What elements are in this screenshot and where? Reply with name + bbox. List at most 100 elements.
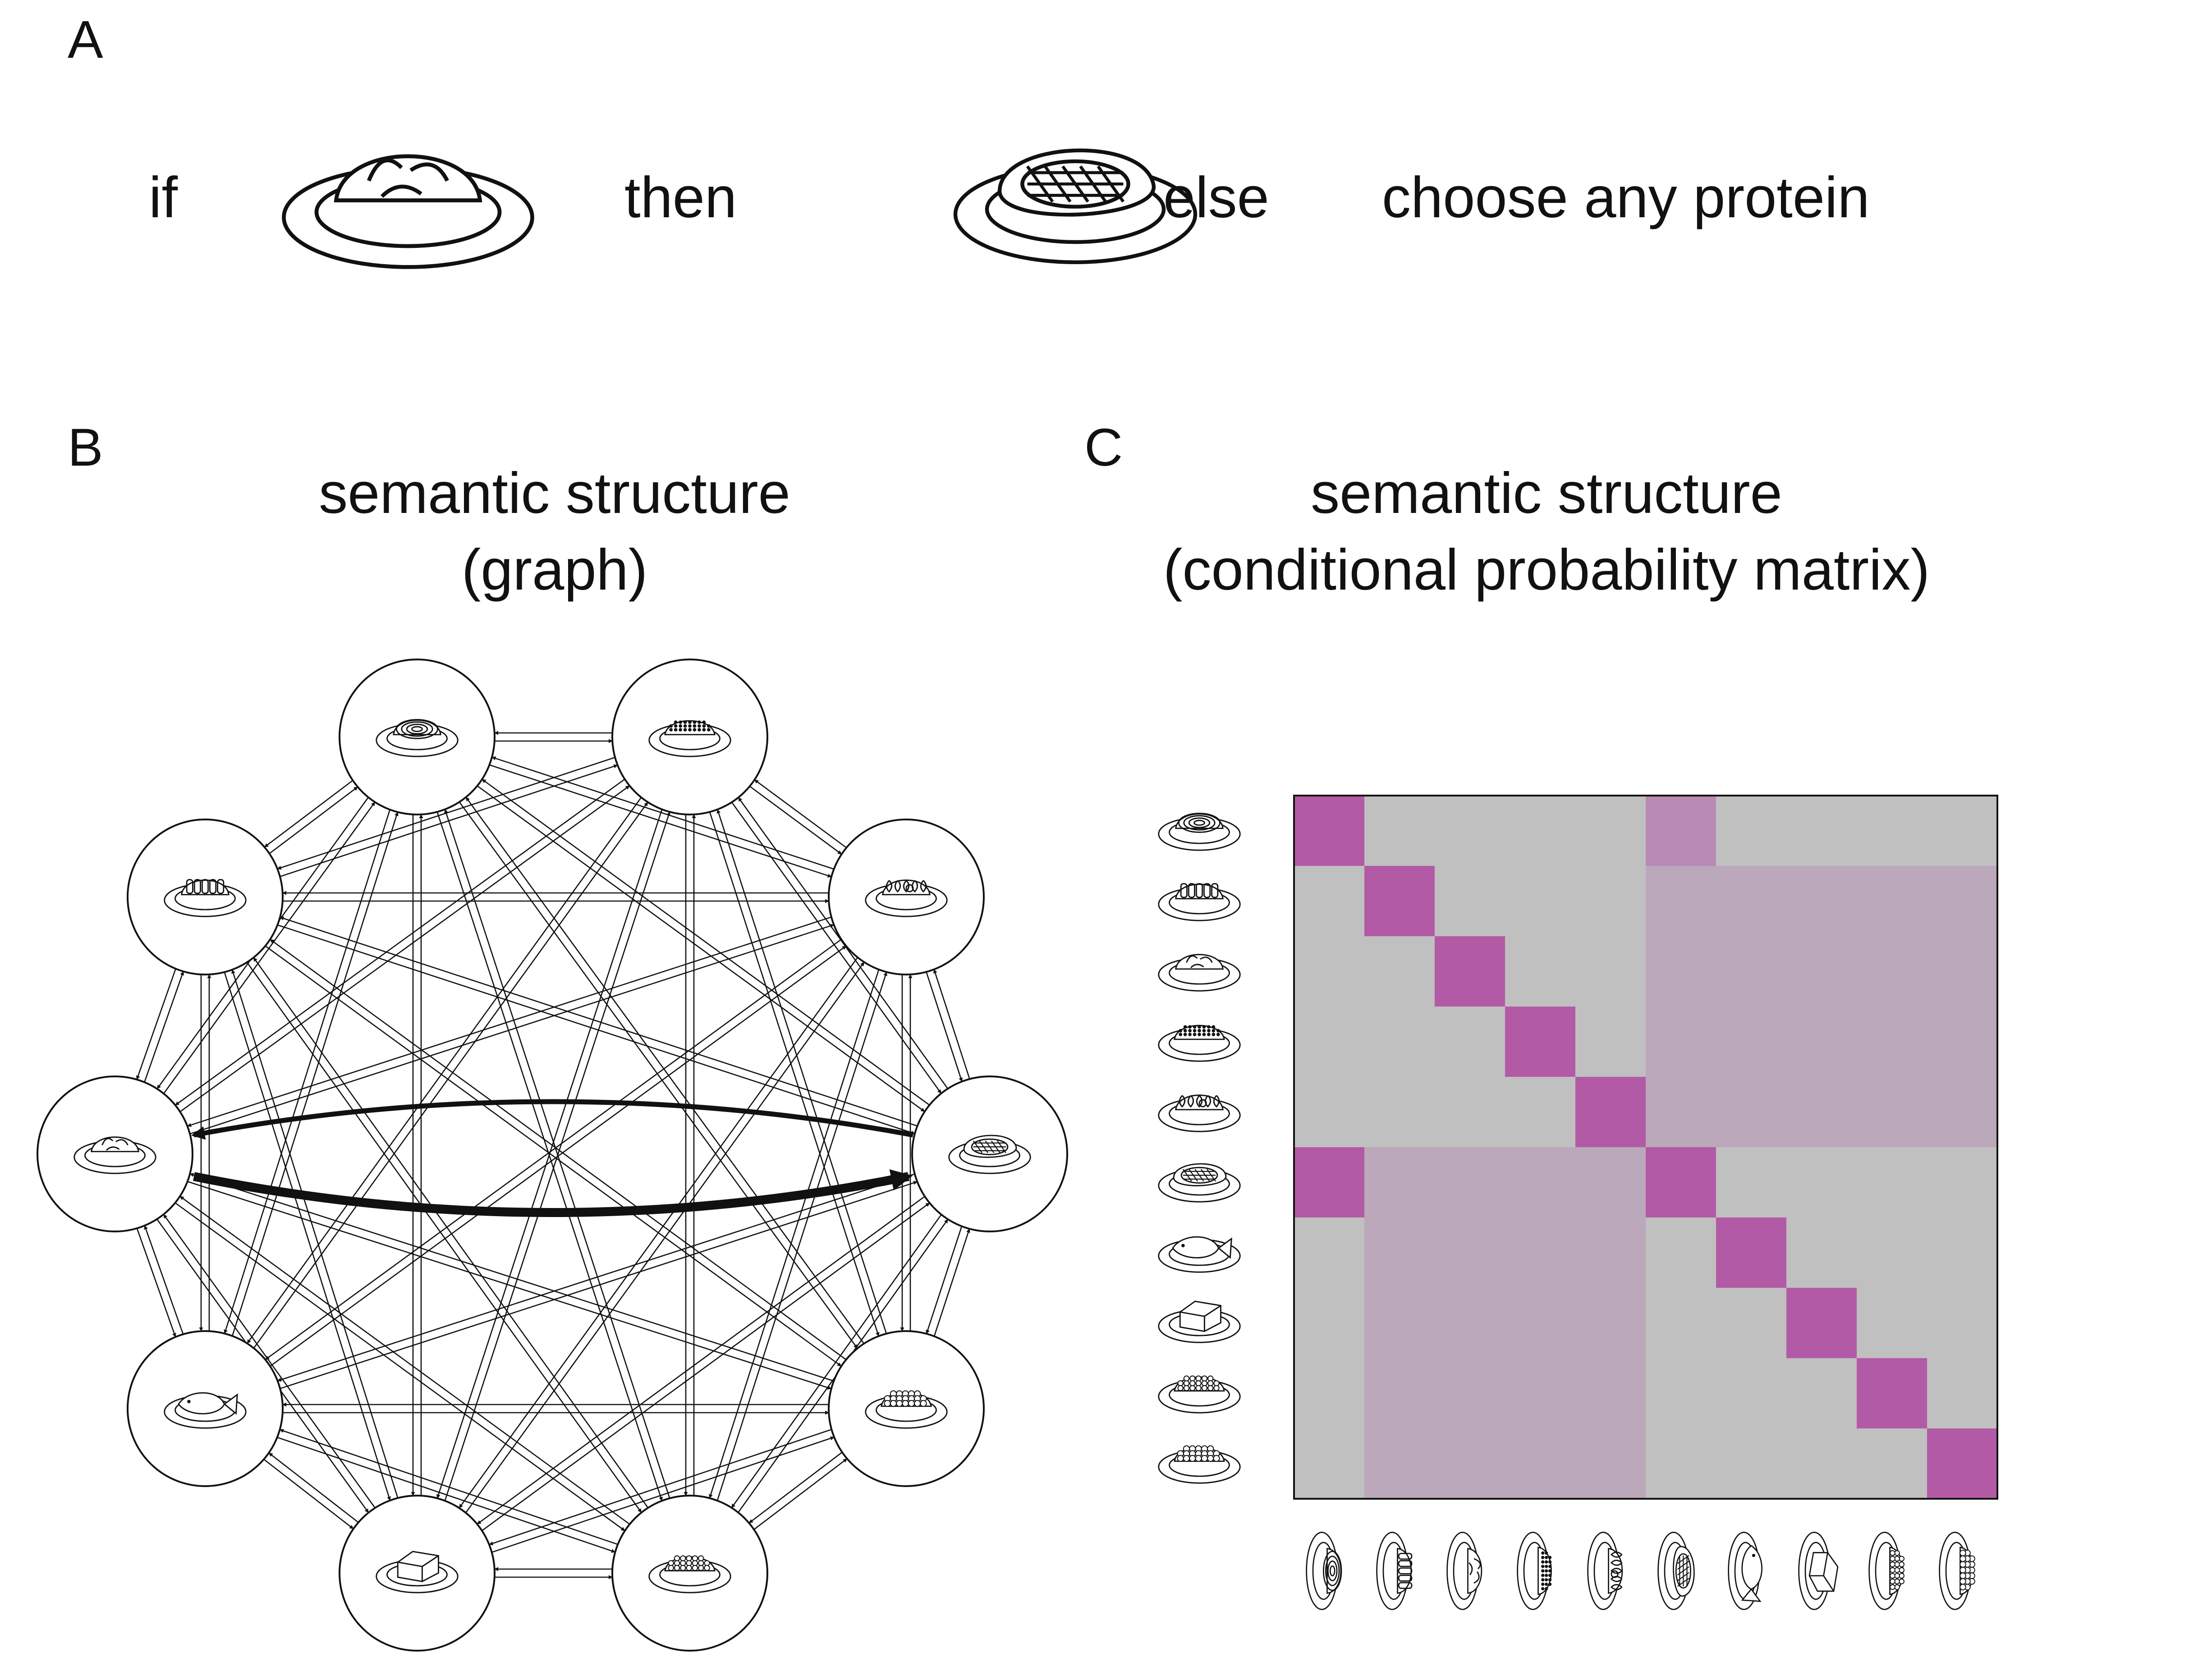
graph-edge <box>933 1228 970 1336</box>
matrix-cell-rotini-beans <box>1927 866 1997 936</box>
tofu-plate-icon <box>376 1551 459 1593</box>
matrix-cell-couscous-salad <box>1575 1007 1646 1077</box>
matrix-cell-steak-rotini <box>1364 1147 1435 1217</box>
matrix-cell-couscous-macaroni <box>1435 1007 1505 1077</box>
col-rotini-plate-icon <box>1376 1532 1413 1610</box>
matrix-frame <box>1293 795 1998 1500</box>
matrix-cell-steak-caviar <box>1857 1147 1927 1217</box>
matrix-cell-salad-tofu <box>1786 1077 1857 1147</box>
matrix-cell-couscous-steak <box>1646 1007 1716 1077</box>
graph-edge <box>489 764 832 878</box>
matrix-cell-beans-couscous <box>1505 1428 1575 1499</box>
graph-edge <box>926 1226 963 1334</box>
matrix-cell-salad-steak <box>1646 1077 1716 1147</box>
salad-plate-icon <box>865 879 948 917</box>
graph-node-macaroni <box>37 1075 193 1232</box>
matrix-cell-spaghetti-rotini <box>1364 796 1435 866</box>
matrix-cell-macaroni-beans <box>1927 936 1997 1007</box>
rule-if-word: if <box>149 165 178 230</box>
matrix-cell-steak-salad <box>1575 1147 1646 1217</box>
col-fish-plate-icon <box>1728 1532 1762 1610</box>
matrix-cell-steak-tofu <box>1786 1147 1857 1217</box>
matrix-cell-rotini-couscous <box>1505 866 1575 936</box>
matrix-cell-macaroni-rotini <box>1364 936 1435 1007</box>
matrix-cell-salad-couscous <box>1505 1077 1575 1147</box>
matrix-cell-steak-couscous <box>1505 1147 1575 1217</box>
matrix-cell-caviar-fish <box>1716 1358 1786 1428</box>
graph-edge <box>926 971 963 1082</box>
fish-plate-icon <box>164 1392 247 1429</box>
graph-edge <box>482 778 930 1106</box>
graph-edge <box>716 809 887 1334</box>
matrix-cell-tofu-beans <box>1927 1288 1997 1358</box>
graph-edge <box>136 1228 176 1337</box>
matrix-cell-macaroni-spaghetti <box>1294 936 1364 1007</box>
matrix-cell-steak-fish <box>1716 1147 1786 1217</box>
graph-edge <box>263 1459 354 1529</box>
graph-edge-steak-to-macaroni <box>191 1099 913 1140</box>
row-steak-plate-icon <box>1158 1163 1241 1203</box>
graph-edge <box>246 962 642 1513</box>
graph-edge <box>709 969 880 1499</box>
graph-edge <box>232 811 399 1336</box>
graph-edge <box>175 778 625 1106</box>
graph-edge <box>174 1202 625 1531</box>
matrix-cell-salad-caviar <box>1857 1077 1927 1147</box>
matrix-cell-salad-beans <box>1927 1077 1997 1147</box>
matrix-cell-rotini-fish <box>1716 866 1786 936</box>
matrix-cell-tofu-spaghetti <box>1294 1288 1364 1358</box>
graph-edge <box>189 924 835 1135</box>
col-salad-plate-icon <box>1587 1532 1623 1610</box>
graph-node-tofu <box>339 1495 496 1652</box>
graph-node-couscous <box>611 659 768 815</box>
graph-edge <box>482 1202 930 1531</box>
matrix-cell-spaghetti-macaroni <box>1435 796 1505 866</box>
matrix-cell-macaroni-macaroni <box>1435 936 1505 1007</box>
matrix-cell-tofu-fish <box>1716 1288 1786 1358</box>
matrix-cell-fish-beans <box>1927 1217 1997 1288</box>
spaghetti-plate-icon <box>376 719 459 757</box>
matrix-cell-rotini-steak <box>1646 866 1716 936</box>
beans-plate-icon <box>865 1390 948 1429</box>
graph-edge <box>187 916 832 1127</box>
graph-edge <box>253 801 648 1349</box>
matrix-cell-fish-spaghetti <box>1294 1217 1364 1288</box>
graph-node-salad <box>828 819 985 975</box>
graph-title-line1: semantic structure <box>319 461 790 526</box>
graph-edge <box>731 802 942 1094</box>
matrix-cell-couscous-beans <box>1927 1007 1997 1077</box>
graph-edge <box>163 1214 376 1508</box>
graph-edge <box>253 957 649 1508</box>
graph-edge <box>265 945 842 1367</box>
matrix-cell-fish-caviar <box>1857 1217 1927 1288</box>
row-couscous-plate-icon <box>1158 1025 1241 1062</box>
graph-edge <box>189 1173 834 1382</box>
col-caviar-plate-icon <box>1868 1532 1905 1610</box>
matrix-cell-salad-macaroni <box>1435 1077 1505 1147</box>
matrix-cell-spaghetti-couscous <box>1505 796 1575 866</box>
matrix-cell-rotini-rotini <box>1364 866 1435 936</box>
matrix-cell-couscous-spaghetti <box>1294 1007 1364 1077</box>
col-couscous-plate-icon <box>1517 1532 1552 1610</box>
graph-edge <box>270 939 847 1360</box>
graph-edge <box>489 1429 832 1546</box>
graph-edge-macaroni-to-steak <box>193 1169 913 1217</box>
matrix-cell-spaghetti-caviar <box>1857 796 1927 866</box>
row-rotini-plate-icon <box>1158 883 1241 921</box>
graph-edge <box>436 811 663 1501</box>
graph-edge <box>280 1181 918 1389</box>
rule-fallback-text: choose any protein <box>1382 165 1870 230</box>
row-macaroni-plate-icon <box>1158 954 1241 992</box>
matrix-cell-tofu-macaroni <box>1435 1288 1505 1358</box>
matrix-cell-macaroni-fish <box>1716 936 1786 1007</box>
matrix-cell-caviar-steak <box>1646 1358 1716 1428</box>
graph-edge <box>477 1196 925 1525</box>
matrix-cell-caviar-salad <box>1575 1358 1646 1428</box>
matrix-cell-beans-rotini <box>1364 1428 1435 1499</box>
steak-plate-icon <box>948 1135 1031 1174</box>
matrix-cell-fish-tofu <box>1786 1217 1857 1288</box>
matrix-cell-caviar-rotini <box>1364 1358 1435 1428</box>
graph-node-fish <box>127 1330 284 1487</box>
matrix-cell-beans-macaroni <box>1435 1428 1505 1499</box>
